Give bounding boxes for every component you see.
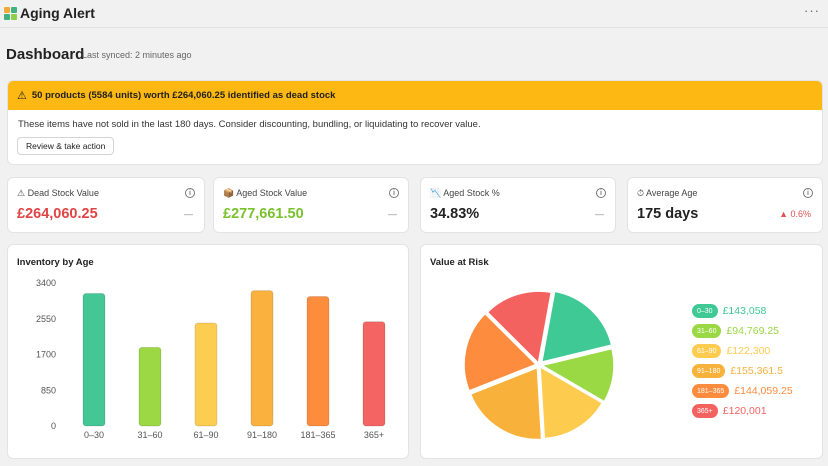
legend-item[interactable]: 31–60 £94,769.25	[692, 324, 779, 338]
alert-header: ⚠ 50 products (5584 units) worth £264,06…	[8, 81, 822, 110]
legend-item[interactable]: 91–180 £155,361.5	[692, 364, 783, 378]
legend-pill: 365+	[692, 404, 718, 418]
pie-slice-0–30	[540, 290, 613, 364]
kpi-average-age: ⏱ Average Age i 175 days ▲ 0.6%	[627, 177, 823, 233]
chart-title: Inventory by Age	[17, 257, 94, 268]
x-tick-label: 365+	[364, 430, 384, 440]
y-tick-label: 3400	[36, 278, 56, 288]
page-title: Dashboard	[6, 46, 85, 63]
bar-31–60	[138, 346, 162, 427]
info-icon[interactable]: i	[596, 188, 606, 198]
kpi-value: £277,661.50	[223, 206, 304, 222]
y-tick-label: 0	[51, 421, 56, 431]
bar-365+	[362, 321, 386, 427]
review-action-button[interactable]: Review & take action	[17, 137, 115, 155]
kpi-label: 📦 Aged Stock Value	[223, 188, 308, 198]
legend-pill: 0–30	[692, 304, 718, 318]
pie-slice-181–365	[463, 312, 538, 392]
kpi-value: £264,060.25	[17, 206, 98, 222]
kpi-trend: —	[595, 209, 604, 219]
alert-body-text: These items have not sold in the last 18…	[18, 119, 481, 130]
app-logo-icon	[4, 6, 17, 20]
pie-slice-365+	[486, 290, 553, 365]
top-bar: Aging Alert	[0, 0, 828, 26]
pie-slice-31–60	[539, 347, 615, 403]
app-title: Aging Alert	[20, 5, 95, 21]
legend-item[interactable]: 61–90 £122,300	[692, 344, 770, 358]
bar-181–365	[306, 295, 330, 427]
kpi-aged-stock-value: 📦 Aged Stock Value i £277,661.50 —	[213, 177, 409, 233]
inventory-bar-chart: 0 850 1700 2550 3400 0–30 31–60 61–90 91–180 181–…	[36, 278, 386, 440]
bar-0–30	[82, 293, 106, 427]
legend-value: £155,361.5	[730, 365, 783, 377]
x-tick-label: 0–30	[84, 430, 104, 440]
legend-value: £143,058	[722, 305, 767, 317]
kpi-label: 📉 Aged Stock %	[430, 188, 500, 198]
y-tick-label: 2550	[36, 314, 56, 324]
kpi-value: 175 days	[637, 206, 699, 222]
chart-title: Value at Risk	[430, 257, 489, 268]
legend-item[interactable]: 181–365 £144,059.25	[692, 384, 793, 398]
kpi-dead-stock-value: ⚠ Dead Stock Value i £264,060.25 —	[7, 177, 205, 233]
value-at-risk-pie-chart	[463, 290, 615, 441]
value-at-risk-card: Value at Risk 0–30 £143,058 31–60 £94,769.2…	[420, 244, 823, 459]
legend-pill: 181–365	[692, 384, 730, 398]
kpi-value: 34.83%	[430, 206, 480, 222]
x-tick-label: 31–60	[137, 430, 162, 440]
dead-stock-alert: ⚠ 50 products (5584 units) worth £264,06…	[7, 80, 823, 165]
bar-61–90	[194, 322, 218, 427]
legend-value: £144,059.25	[734, 385, 793, 397]
header-divider	[0, 27, 828, 28]
x-tick-label: 181–365	[300, 430, 335, 440]
kpi-label: ⚠ Dead Stock Value	[17, 188, 99, 198]
y-tick-label: 1700	[36, 350, 56, 360]
bar-91–180	[250, 290, 274, 427]
y-tick-label: 850	[41, 385, 56, 395]
kpi-trend: —	[388, 209, 397, 219]
info-icon[interactable]: i	[803, 188, 813, 198]
kpi-aged-stock-percent: 📉 Aged Stock % i 34.83% —	[420, 177, 616, 233]
legend-pill: 91–180	[692, 364, 726, 378]
legend-item[interactable]: 365+ £120,001	[692, 404, 767, 418]
last-synced-text: Last synced: 2 minutes ago	[82, 50, 192, 60]
more-options-icon[interactable]: ···	[804, 3, 820, 18]
x-tick-label: 61–90	[193, 430, 218, 440]
kpi-label: ⏱ Average Age	[637, 188, 698, 198]
kpi-trend: —	[184, 209, 193, 219]
alert-headline: 50 products (5584 units) worth £264,060.…	[31, 90, 336, 101]
legend-pill: 61–90	[692, 344, 722, 358]
warning-icon: ⚠	[17, 90, 27, 102]
pie-slice-91–180	[469, 366, 543, 441]
legend-value: £94,769.25	[726, 325, 780, 337]
kpi-trend: ▲ 0.6%	[779, 209, 811, 219]
info-icon[interactable]: i	[185, 188, 195, 198]
inventory-by-age-card: Inventory by Age 0 850 1700 2550 3400 0–30 31–…	[7, 244, 409, 459]
legend-value: £120,001	[722, 405, 767, 417]
legend-pill: 31–60	[692, 324, 722, 338]
legend-value: £122,300	[726, 345, 771, 357]
pie-slice-61–90	[539, 365, 604, 440]
x-tick-label: 91–180	[247, 430, 277, 440]
info-icon[interactable]: i	[389, 188, 399, 198]
legend-item[interactable]: 0–30 £143,058	[692, 304, 766, 318]
